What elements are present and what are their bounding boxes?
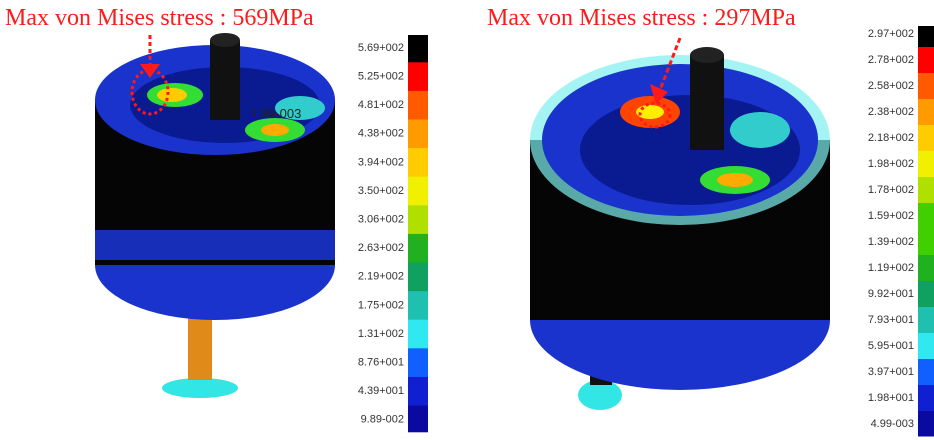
legend-label: 5.25+002: [358, 71, 404, 83]
legend-band: [918, 229, 934, 256]
legend-label: 2.63+002: [358, 242, 404, 254]
legend-band: [408, 91, 428, 120]
legend-band: [918, 151, 934, 178]
legend-band: [408, 120, 428, 149]
legend-band: [918, 47, 934, 74]
legend-label: 1.59+002: [868, 210, 914, 222]
legend-label: 1.98+001: [868, 392, 914, 404]
screenshot: 4.99-003 Max von Mises stress : 569MPa M…: [0, 0, 934, 440]
legend-band: [408, 35, 428, 63]
legend-band: [408, 377, 428, 406]
panel-title: Max von Mises stress : 297MPa: [487, 5, 796, 31]
legend-band: [918, 26, 934, 48]
legend-label: 2.97+002: [868, 28, 914, 40]
legend-label: 9.89-002: [361, 414, 404, 426]
legend-band: [918, 333, 934, 360]
legend-label: 1.31+002: [358, 328, 404, 340]
legend-label: 2.58+002: [868, 80, 914, 92]
legend-band: [408, 148, 428, 177]
legend-band: [408, 291, 428, 320]
legend-band: [918, 411, 934, 437]
legend-band: [918, 203, 934, 230]
legend-band: [918, 255, 934, 282]
legend-band: [408, 234, 428, 263]
legend-label: 3.06+002: [358, 214, 404, 226]
legend-band: [918, 359, 934, 386]
legend-label: 3.94+002: [358, 156, 404, 168]
legend-label: 5.95+001: [868, 340, 914, 352]
legend-label: 1.98+002: [868, 158, 914, 170]
legend-label: 1.39+002: [868, 236, 914, 248]
legend-band: [408, 177, 428, 206]
right-model: [530, 38, 830, 410]
legend-label: 3.50+002: [358, 185, 404, 197]
legend-label: 4.39+001: [358, 385, 404, 397]
legend-label: 1.78+002: [868, 184, 914, 196]
legend-band: [408, 406, 428, 433]
legend-label: 2.78+002: [868, 54, 914, 66]
legend-label: 8.76+001: [358, 357, 404, 369]
legend-label: 1.19+002: [868, 262, 914, 274]
legend-band: [918, 307, 934, 334]
legend-band: [408, 320, 428, 349]
legend-label: 9.92+001: [868, 288, 914, 300]
legend-band: [918, 177, 934, 204]
legend-band: [408, 263, 428, 292]
legend-label: 1.75+002: [358, 299, 404, 311]
annotation: 4.99-003: [250, 106, 301, 121]
legend-label: 3.97+001: [868, 366, 914, 378]
panel-title: Max von Mises stress : 569MPa: [5, 5, 314, 31]
legend-band: [408, 205, 428, 234]
legend-label: 4.38+002: [358, 128, 404, 140]
legend-label: 7.93+001: [868, 314, 914, 326]
left-model: 4.99-003: [95, 33, 335, 398]
legend-label: 2.19+002: [358, 271, 404, 283]
legend-label: 4.81+002: [358, 99, 404, 111]
legend-label: 2.18+002: [868, 132, 914, 144]
legend-band: [408, 348, 428, 377]
legend-band: [918, 73, 934, 100]
legend-band: [918, 281, 934, 308]
legend-label: 4.99-003: [871, 418, 914, 430]
legend-band: [918, 385, 934, 412]
legend-band: [408, 62, 428, 91]
legend-label: 5.69+002: [358, 42, 404, 54]
legend-band: [918, 99, 934, 126]
legend-label: 2.38+002: [868, 106, 914, 118]
legend-band: [918, 125, 934, 152]
